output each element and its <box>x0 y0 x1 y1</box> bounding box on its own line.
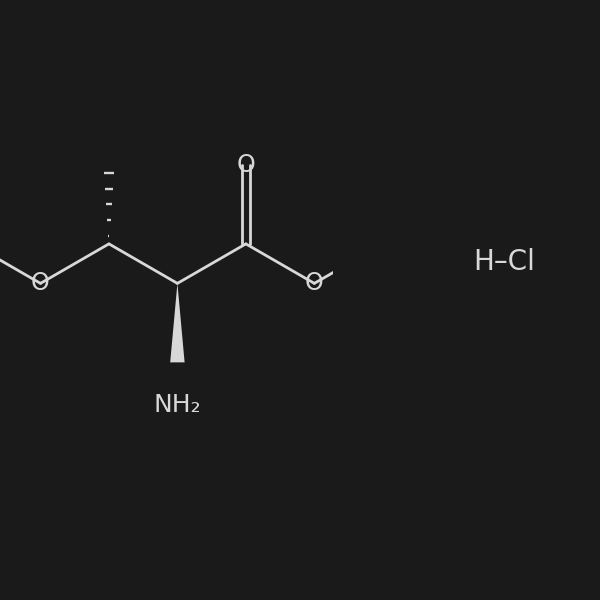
Text: H–Cl: H–Cl <box>473 248 535 277</box>
Text: O: O <box>236 153 255 177</box>
Text: NH₂: NH₂ <box>154 392 201 416</box>
Polygon shape <box>170 283 185 362</box>
Text: O: O <box>31 271 50 295</box>
Text: O: O <box>305 271 324 295</box>
